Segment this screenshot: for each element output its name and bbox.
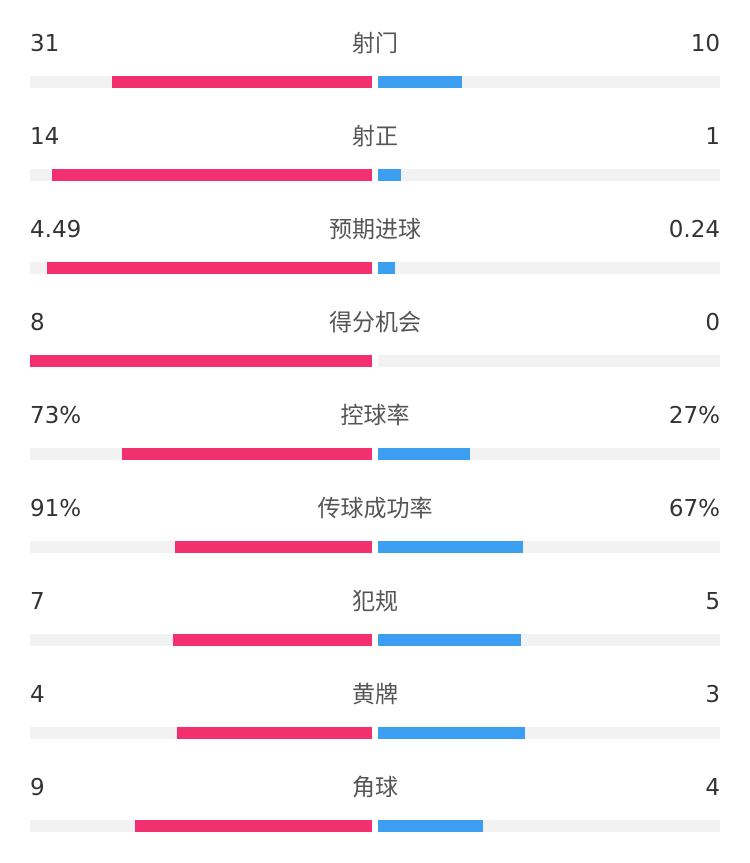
home-value: 31 [30, 31, 60, 57]
away-bar-track [378, 634, 720, 646]
away-value: 27% [668, 403, 720, 429]
home-bar-fill [52, 169, 372, 181]
away-value: 67% [668, 496, 720, 522]
away-bar-fill [378, 76, 462, 88]
away-bar-track [378, 448, 720, 460]
home-bar-track [30, 169, 372, 181]
home-bar-track [30, 448, 372, 460]
home-value: 14 [30, 124, 60, 150]
stat-label: 控球率 [340, 403, 410, 429]
away-bar-track [378, 169, 720, 181]
stat-row-corners: 9 角球 4 [0, 770, 750, 863]
away-bar-fill [378, 820, 484, 832]
stat-label: 预期进球 [329, 217, 421, 243]
stat-label: 犯规 [352, 589, 398, 615]
away-bar-fill [378, 634, 521, 646]
stat-row-pass-accuracy: 91% 传球成功率 67% [0, 491, 750, 584]
away-bar-track [378, 727, 720, 739]
stat-row-fouls: 7 犯规 5 [0, 584, 750, 677]
away-value: 0.24 [668, 217, 720, 243]
stat-row-yellow-cards: 4 黄牌 3 [0, 677, 750, 770]
home-bar-fill [122, 448, 372, 460]
away-bar-track [378, 262, 720, 274]
home-bar-track [30, 727, 372, 739]
away-bar-track [378, 820, 720, 832]
away-value: 3 [705, 682, 720, 708]
stat-label: 射正 [352, 124, 398, 150]
home-value: 4 [30, 682, 45, 708]
home-bar-fill [30, 355, 372, 367]
away-bar-fill [378, 541, 524, 553]
away-bar-track [378, 76, 720, 88]
home-value: 73% [30, 403, 82, 429]
away-bar-fill [378, 262, 396, 274]
away-bar-fill [378, 448, 471, 460]
home-bar-track [30, 355, 372, 367]
stat-row-shots-on-target: 14 射正 1 [0, 119, 750, 212]
away-value: 10 [690, 31, 720, 57]
home-bar-fill [112, 76, 372, 88]
away-bar-fill [378, 727, 525, 739]
home-bar-track [30, 634, 372, 646]
home-bar-track [30, 76, 372, 88]
home-value: 9 [30, 775, 45, 801]
home-bar-fill [135, 820, 372, 832]
home-value: 8 [30, 310, 45, 336]
stat-row-expected-goals: 4.49 预期进球 0.24 [0, 212, 750, 305]
home-value: 7 [30, 589, 45, 615]
home-bar-fill [175, 541, 372, 553]
away-value: 4 [705, 775, 720, 801]
home-value: 91% [30, 496, 82, 522]
stat-label: 传球成功率 [317, 496, 433, 522]
away-value: 5 [705, 589, 720, 615]
away-value: 0 [705, 310, 720, 336]
stat-row-big-chances: 8 得分机会 0 [0, 305, 750, 398]
away-bar-track [378, 541, 720, 553]
home-bar-track [30, 541, 372, 553]
home-bar-track [30, 820, 372, 832]
home-bar-track [30, 262, 372, 274]
stat-row-possession: 73% 控球率 27% [0, 398, 750, 491]
home-bar-fill [172, 634, 372, 646]
stat-label: 黄牌 [352, 682, 398, 708]
stat-row-shots: 31 射门 10 [0, 26, 750, 119]
home-bar-fill [47, 262, 372, 274]
away-value: 1 [705, 124, 720, 150]
stat-label: 射门 [352, 31, 398, 57]
away-bar-track [378, 355, 720, 367]
home-value: 4.49 [30, 217, 82, 243]
home-bar-fill [176, 727, 372, 739]
stat-label: 得分机会 [329, 310, 421, 336]
stat-label: 角球 [352, 775, 398, 801]
away-bar-fill [378, 169, 402, 181]
